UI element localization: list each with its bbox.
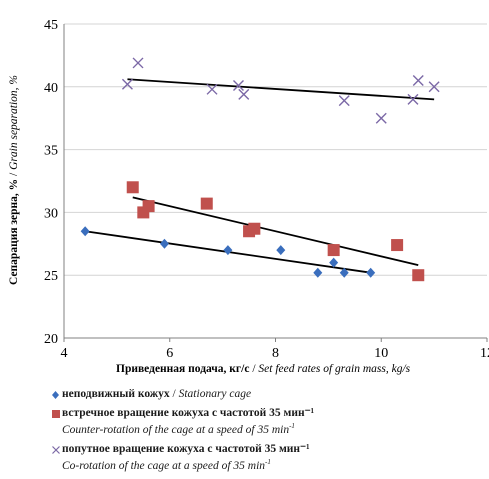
data-point-x — [206, 83, 218, 95]
x-axis-label: Приведенная подача, кг/с / Set feed rate… — [116, 363, 411, 375]
data-point-diamond — [223, 245, 233, 256]
legend: неподвижный кожух / Stationary cage встр… — [52, 388, 489, 479]
data-point-square — [126, 181, 139, 194]
data-point-x — [338, 95, 350, 107]
data-point-square — [248, 222, 261, 235]
data-point-diamond — [329, 257, 339, 268]
y-tick-label: 45 — [44, 18, 58, 33]
legend-item-stationary: неподвижный кожух / Stationary cage — [52, 388, 489, 401]
data-point-square — [200, 197, 213, 210]
y-tick-label: 25 — [44, 269, 58, 284]
data-point-diamond — [159, 238, 169, 249]
data-point-x — [412, 75, 424, 87]
x-marker-icon — [52, 445, 60, 454]
axis-layer: 20 25 30 35 40 45 4 6 8 10 12 — [44, 18, 489, 361]
trend-layer — [85, 78, 435, 274]
x-tick-label: 12 — [480, 346, 489, 361]
x-tick-label: 8 — [272, 346, 279, 361]
legend-label-ru: попутное вращение кожуха с частотой 35 м… — [62, 442, 310, 455]
legend-label-ru: неподвижный кожух — [62, 388, 170, 400]
data-point-x — [428, 81, 440, 93]
data-point-diamond — [366, 267, 376, 278]
x-tick-label: 6 — [166, 346, 173, 361]
legend-item-counter-rotation: встречное вращение кожуха с частотой 35 … — [52, 407, 489, 437]
data-point-x — [232, 80, 244, 92]
y-tick-label: 35 — [44, 144, 58, 159]
data-point-diamond — [80, 226, 90, 237]
y-tick-label: 30 — [44, 206, 58, 221]
diamond-marker-icon — [52, 391, 59, 399]
legend-label-en: Co-rotation of the cage at a speed of 35… — [62, 457, 271, 472]
chart-svg: 20 25 30 35 40 45 4 6 8 10 12 Сепарация зерна, % /… — [8, 18, 489, 375]
data-point-square — [391, 239, 404, 252]
legend-label-ru: встречное вращение кожуха с частотой 35 … — [62, 407, 315, 419]
data-point-x — [375, 112, 387, 124]
data-point-x — [132, 57, 144, 69]
data-point-diamond — [313, 267, 323, 278]
mark-layer — [80, 57, 440, 282]
x-tick-label: 4 — [61, 346, 68, 361]
x-tick-label: 10 — [374, 346, 388, 361]
data-point-square — [327, 244, 340, 257]
data-point-diamond — [276, 245, 286, 256]
data-point-square — [412, 269, 425, 282]
data-point-square — [142, 200, 155, 213]
trend-line — [127, 78, 435, 101]
y-axis-label: Сепарация зерна, % / Grain separation, % — [8, 75, 20, 285]
y-tick-label: 20 — [44, 332, 58, 347]
legend-label-en: Stationary cage — [178, 388, 252, 400]
square-marker-icon — [52, 410, 60, 418]
data-point-x — [407, 93, 419, 105]
trend-line — [132, 196, 419, 267]
legend-item-co-rotation: попутное вращение кожуха с частотой 35 м… — [52, 443, 489, 473]
data-point-x — [238, 88, 250, 100]
y-tick-label: 40 — [44, 81, 58, 96]
data-point-diamond — [339, 267, 349, 278]
legend-separator: / — [169, 388, 179, 400]
data-point-x — [121, 78, 133, 90]
legend-label-en: Counter-rotation of the cage at a speed … — [62, 422, 295, 436]
